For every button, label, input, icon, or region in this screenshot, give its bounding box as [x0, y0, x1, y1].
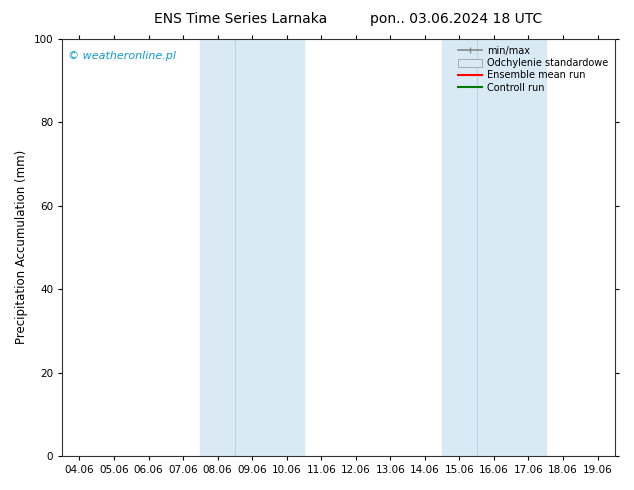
Text: ENS Time Series Larnaka: ENS Time Series Larnaka	[154, 12, 328, 26]
Bar	[442, 39, 546, 456]
Text: © weatheronline.pl: © weatheronline.pl	[68, 51, 176, 61]
Y-axis label: Precipitation Accumulation (mm): Precipitation Accumulation (mm)	[15, 150, 28, 344]
Bar	[200, 39, 304, 456]
Text: pon.. 03.06.2024 18 UTC: pon.. 03.06.2024 18 UTC	[370, 12, 543, 26]
Legend: min/max, Odchylenie standardowe, Ensemble mean run, Controll run: min/max, Odchylenie standardowe, Ensembl…	[456, 44, 610, 95]
